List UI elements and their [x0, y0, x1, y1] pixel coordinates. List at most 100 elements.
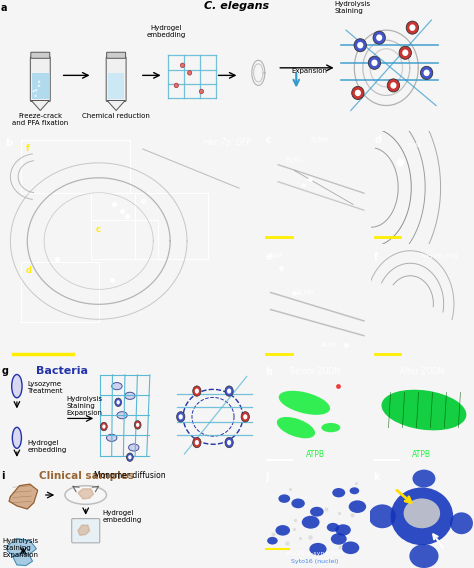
- Text: pS129-α-synuclein: pS129-α-synuclein: [286, 551, 344, 556]
- FancyBboxPatch shape: [30, 57, 50, 102]
- Ellipse shape: [391, 487, 453, 545]
- Circle shape: [33, 90, 35, 93]
- Circle shape: [179, 414, 183, 419]
- Circle shape: [174, 83, 179, 87]
- Circle shape: [188, 70, 191, 75]
- FancyBboxPatch shape: [31, 52, 50, 59]
- Circle shape: [243, 414, 247, 419]
- Ellipse shape: [12, 427, 21, 448]
- Ellipse shape: [107, 435, 117, 441]
- Circle shape: [35, 89, 37, 91]
- Ellipse shape: [331, 533, 347, 545]
- Circle shape: [38, 85, 40, 87]
- Ellipse shape: [335, 524, 351, 536]
- Ellipse shape: [125, 392, 135, 399]
- Ellipse shape: [310, 543, 327, 556]
- Polygon shape: [13, 553, 32, 566]
- Text: c: c: [265, 135, 271, 145]
- Circle shape: [424, 70, 429, 76]
- Text: ALMR: ALMR: [296, 290, 316, 296]
- Circle shape: [193, 386, 201, 396]
- Text: Hydrogel
embedding: Hydrogel embedding: [102, 509, 142, 523]
- Circle shape: [352, 86, 364, 99]
- Polygon shape: [78, 525, 90, 536]
- Text: e: e: [265, 252, 272, 262]
- Circle shape: [199, 89, 204, 94]
- Circle shape: [373, 31, 385, 44]
- Bar: [32, 73, 48, 99]
- Circle shape: [420, 66, 433, 80]
- Text: PVM: PVM: [406, 143, 421, 149]
- Circle shape: [354, 39, 366, 52]
- Ellipse shape: [350, 487, 359, 494]
- Text: Expansion: Expansion: [292, 68, 328, 74]
- Ellipse shape: [369, 504, 396, 528]
- Circle shape: [180, 63, 185, 68]
- Circle shape: [371, 60, 378, 66]
- Ellipse shape: [412, 470, 436, 487]
- Text: f: f: [374, 252, 378, 262]
- Text: PLMR: PLMR: [310, 137, 329, 143]
- Circle shape: [128, 455, 132, 460]
- Circle shape: [227, 389, 231, 394]
- Text: e: e: [140, 197, 146, 206]
- Text: Lysozyme
Treatment: Lysozyme Treatment: [27, 381, 63, 394]
- Circle shape: [136, 423, 139, 427]
- Text: PLML: PLML: [286, 157, 303, 164]
- Circle shape: [387, 79, 400, 92]
- Ellipse shape: [65, 486, 107, 504]
- Text: Freeze-crack
and PFA fixation: Freeze-crack and PFA fixation: [12, 112, 68, 126]
- Circle shape: [406, 21, 419, 34]
- Circle shape: [355, 90, 361, 96]
- Text: Syto16 (nuclei): Syto16 (nuclei): [292, 559, 338, 564]
- Text: Hydrogel
embedding: Hydrogel embedding: [27, 440, 66, 453]
- Text: ATPB: ATPB: [305, 449, 325, 458]
- Circle shape: [357, 42, 363, 48]
- Text: h: h: [265, 366, 272, 377]
- Ellipse shape: [267, 537, 278, 545]
- Text: ALML: ALML: [321, 342, 339, 348]
- Text: Chemical reduction: Chemical reduction: [82, 112, 150, 119]
- Text: Clinical samples: Clinical samples: [39, 471, 134, 481]
- Circle shape: [241, 412, 249, 422]
- Circle shape: [227, 440, 231, 445]
- Circle shape: [177, 412, 185, 422]
- Text: Hydrogel
embedding: Hydrogel embedding: [146, 25, 185, 38]
- Ellipse shape: [277, 417, 315, 438]
- Text: d: d: [374, 135, 381, 145]
- Text: b: b: [5, 137, 12, 148]
- Bar: [108, 73, 125, 99]
- FancyBboxPatch shape: [107, 52, 126, 59]
- Ellipse shape: [302, 516, 319, 529]
- Polygon shape: [7, 538, 36, 556]
- Ellipse shape: [275, 525, 290, 536]
- Circle shape: [225, 386, 233, 396]
- Ellipse shape: [292, 499, 305, 508]
- Ellipse shape: [349, 500, 366, 513]
- Circle shape: [102, 424, 106, 429]
- Circle shape: [35, 95, 37, 97]
- Ellipse shape: [382, 390, 466, 431]
- Polygon shape: [31, 101, 49, 111]
- Text: g: g: [1, 366, 9, 376]
- Text: Monomer diffusion: Monomer diffusion: [94, 471, 166, 480]
- Text: Bacteria: Bacteria: [36, 366, 88, 376]
- Text: i: i: [1, 471, 5, 481]
- Ellipse shape: [410, 544, 438, 568]
- Ellipse shape: [332, 488, 345, 498]
- FancyBboxPatch shape: [72, 519, 100, 543]
- Circle shape: [100, 423, 107, 431]
- Circle shape: [195, 440, 199, 445]
- Text: C. elegans: C. elegans: [204, 1, 270, 11]
- Text: ATPB: ATPB: [412, 449, 431, 458]
- Text: Hydrolysis
Staining
Expansion: Hydrolysis Staining Expansion: [2, 538, 39, 558]
- Ellipse shape: [12, 374, 22, 398]
- Circle shape: [127, 453, 133, 461]
- Polygon shape: [9, 484, 37, 509]
- Text: a: a: [0, 2, 7, 12]
- Circle shape: [195, 389, 199, 394]
- Circle shape: [399, 46, 411, 59]
- Circle shape: [193, 437, 201, 448]
- Text: Hydrolysis
Staining: Hydrolysis Staining: [334, 1, 370, 14]
- Ellipse shape: [310, 507, 324, 517]
